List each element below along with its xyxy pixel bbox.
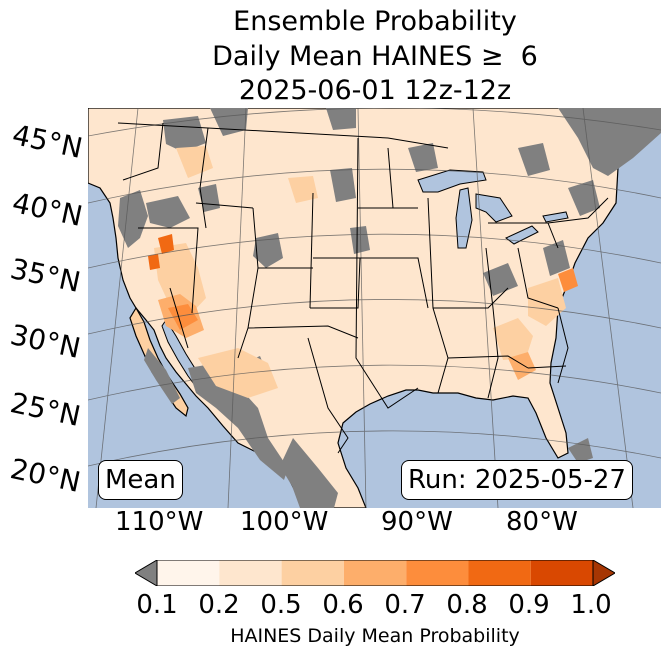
colorbar-label: HAINES Daily Mean Probability: [230, 625, 520, 647]
colorbar-outline: [156, 560, 594, 586]
lat-label-30: 30°N: [7, 318, 84, 365]
lat-label-40: 40°N: [9, 186, 86, 233]
colorbar-bin: [468, 560, 531, 586]
colorbar-tick: 0.6: [322, 590, 364, 620]
probability-map: [88, 108, 661, 508]
no-data-area: [518, 143, 550, 176]
no-data-area: [568, 180, 600, 216]
no-data-area: [543, 240, 570, 276]
great-lakes: [505, 225, 539, 245]
no-data-area: [188, 363, 288, 480]
great-lakes: [542, 211, 569, 223]
colorbar-under-triangle: [135, 560, 158, 586]
no-data-area: [144, 348, 180, 404]
no-data-area: [280, 438, 338, 508]
map-panel: Mean Run: 2025-05-27: [88, 108, 661, 508]
no-data-area: [330, 168, 356, 202]
no-data-area: [483, 263, 518, 296]
no-data-area: [408, 143, 438, 172]
colorbar-bin: [281, 560, 344, 586]
lon-label-100: 100°W: [240, 507, 329, 537]
colorbar-tick: 0.9: [508, 590, 550, 620]
prob-area: [168, 304, 198, 330]
no-data-area: [350, 226, 370, 254]
colorbar-tick: 0.2: [198, 590, 240, 620]
lat-label-25: 25°N: [7, 386, 84, 433]
prob-area: [158, 234, 174, 254]
lat-label-35: 35°N: [7, 252, 84, 299]
colorbar: [135, 560, 615, 586]
colorbar-tick: 0.7: [384, 590, 426, 620]
great-lakes: [475, 193, 513, 223]
colorbar-over-triangle: [592, 560, 615, 586]
run-label-box: Run: 2025-05-27: [401, 460, 633, 500]
great-lakes: [455, 187, 473, 249]
prob-area: [148, 254, 160, 270]
prob-area: [558, 268, 578, 292]
colorbar-bin: [343, 560, 407, 586]
lat-label-45: 45°N: [9, 118, 86, 165]
colorbar-tick: 0.5: [260, 590, 302, 620]
stat-label-box: Mean: [98, 460, 183, 500]
prob-area: [288, 176, 318, 203]
colorbar-bin: [406, 560, 469, 586]
great-lakes: [417, 169, 487, 193]
no-data-area: [163, 116, 206, 152]
colorbar-tick: 0.8: [446, 590, 488, 620]
prob-area: [508, 352, 536, 380]
title-line-3: 2025-06-01 12z-12z: [238, 75, 512, 106]
no-data-area: [558, 108, 661, 176]
no-data-area: [146, 196, 190, 228]
no-data-area: [326, 108, 356, 130]
title-line-2: Daily Mean HAINES ≥ 6: [212, 41, 538, 72]
lon-label-90: 90°W: [381, 507, 453, 537]
lat-label-20: 20°N: [7, 452, 84, 499]
prob-area: [528, 278, 566, 326]
lon-label-80: 80°W: [506, 507, 578, 537]
colorbar-tick: 1.0: [570, 590, 612, 620]
colorbar-bin: [219, 560, 282, 586]
no-data-area: [568, 438, 593, 463]
prob-area: [176, 146, 213, 178]
colorbar-bin: [530, 560, 593, 586]
prob-area: [198, 348, 278, 398]
colorbar-bin: [157, 560, 220, 586]
prob-area: [493, 318, 533, 360]
no-data-area: [118, 190, 148, 248]
lon-label-110: 110°W: [115, 507, 204, 537]
no-data-area: [253, 233, 283, 268]
colorbar-tick: 0.1: [136, 590, 178, 620]
title-line-1: Ensemble Probability: [233, 6, 517, 37]
state-borders: [117, 122, 609, 454]
